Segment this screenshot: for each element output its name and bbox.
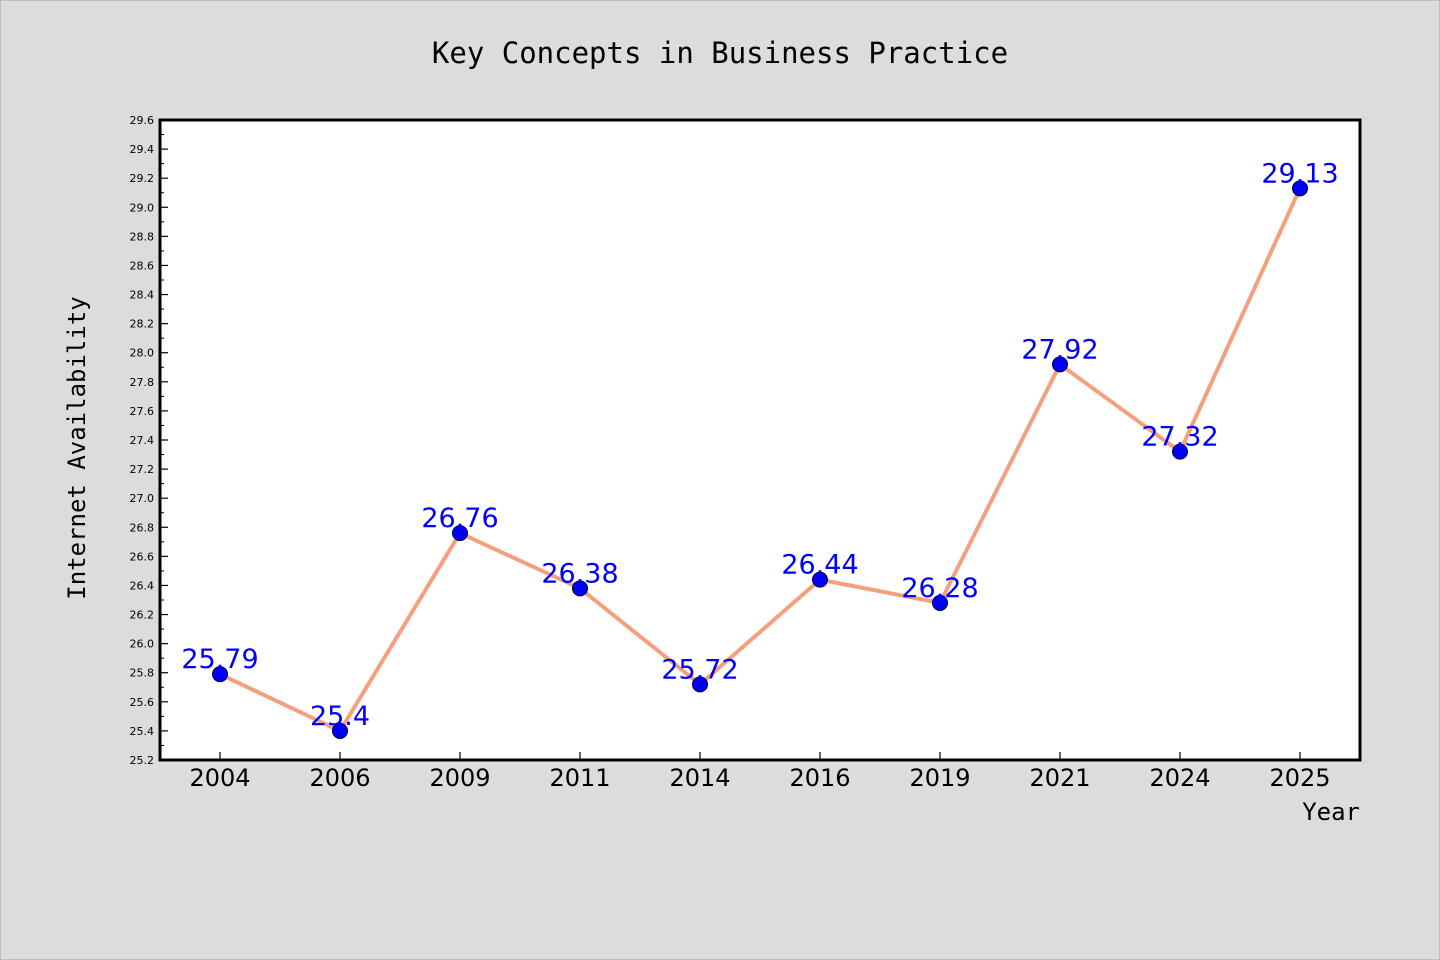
chart-title: Key Concepts in Business Practice [432, 36, 1008, 70]
data-point-marker [452, 525, 468, 542]
x-tick-label: 2019 [909, 764, 970, 792]
data-point-marker [932, 594, 948, 611]
x-tick-label: 2014 [669, 764, 730, 792]
y-tick-label: 28.8 [130, 230, 155, 243]
x-tick-label: 2011 [549, 764, 610, 792]
x-tick-label: 2004 [189, 764, 250, 792]
y-tick-label: 25.2 [130, 754, 155, 767]
data-label: 26.76 [421, 503, 498, 534]
y-axis-label: Internet Availability [63, 296, 91, 599]
y-tick-label: 25.6 [130, 696, 155, 709]
data-point-marker [1052, 356, 1068, 373]
y-tick-label: 27.8 [130, 376, 155, 389]
data-label: 27.92 [1021, 334, 1098, 365]
y-tick-label: 28.0 [130, 347, 155, 360]
data-point-marker [1172, 443, 1188, 460]
y-tick-label: 27.2 [130, 463, 155, 476]
data-label: 29.13 [1261, 158, 1338, 189]
x-tick-label: 2025 [1269, 764, 1330, 792]
data-point-marker [212, 666, 228, 683]
x-tick-label: 2009 [429, 764, 490, 792]
x-tick-label: 2006 [309, 764, 370, 792]
data-label: 26.28 [901, 573, 978, 604]
plot-frame [158, 118, 1362, 762]
y-tick-label: 26.2 [130, 609, 155, 622]
data-label: 25.4 [310, 701, 370, 732]
data-labels: 25.79 25.4 26.76 26.38 25.72 26.44 26.28 27.92 2… [181, 158, 1338, 732]
y-tick-label: 29.6 [130, 114, 155, 127]
y-tick-label: 26.0 [130, 638, 155, 651]
y-tick-label: 29.2 [130, 172, 155, 185]
y-tick-label: 28.2 [130, 318, 155, 331]
data-point-marker [692, 676, 708, 693]
axis-ticks: 25.2 25.4 25.6 25.8 26.0 26.2 26.4 26.6 26.8 27.0… [130, 114, 1331, 792]
y-tick-label: 27.6 [130, 405, 155, 418]
data-point-marker [332, 722, 348, 739]
y-tick-label: 26.8 [130, 521, 155, 534]
y-tick-label: 26.4 [130, 579, 155, 592]
y-tick-label: 28.6 [130, 259, 155, 272]
x-axis-label: Year [1302, 798, 1360, 826]
data-label: 27.32 [1141, 422, 1218, 453]
data-point-marker [572, 580, 588, 597]
y-tick-label: 27.4 [130, 434, 155, 447]
x-tick-label: 2016 [789, 764, 850, 792]
data-point-marker [1292, 180, 1308, 197]
y-tick-label: 27.0 [130, 492, 155, 505]
series-markers [212, 180, 1308, 739]
series-line-path [218, 186, 1302, 733]
y-tick-label: 29.0 [130, 201, 155, 214]
plot-area [160, 120, 1360, 760]
data-label: 26.38 [541, 558, 618, 589]
data-label: 25.79 [181, 644, 258, 675]
data-label: 25.72 [661, 654, 738, 685]
y-tick-label: 26.6 [130, 550, 155, 563]
y-tick-label: 25.8 [130, 667, 155, 680]
y-tick-label: 28.4 [130, 289, 155, 302]
series-line [218, 186, 1302, 733]
data-point-marker [812, 571, 828, 588]
y-tick-label: 25.4 [130, 725, 155, 738]
x-tick-label: 2024 [1149, 764, 1210, 792]
x-tick-label: 2021 [1029, 764, 1090, 792]
y-tick-label: 29.4 [130, 143, 155, 156]
data-label: 26.44 [781, 550, 858, 581]
